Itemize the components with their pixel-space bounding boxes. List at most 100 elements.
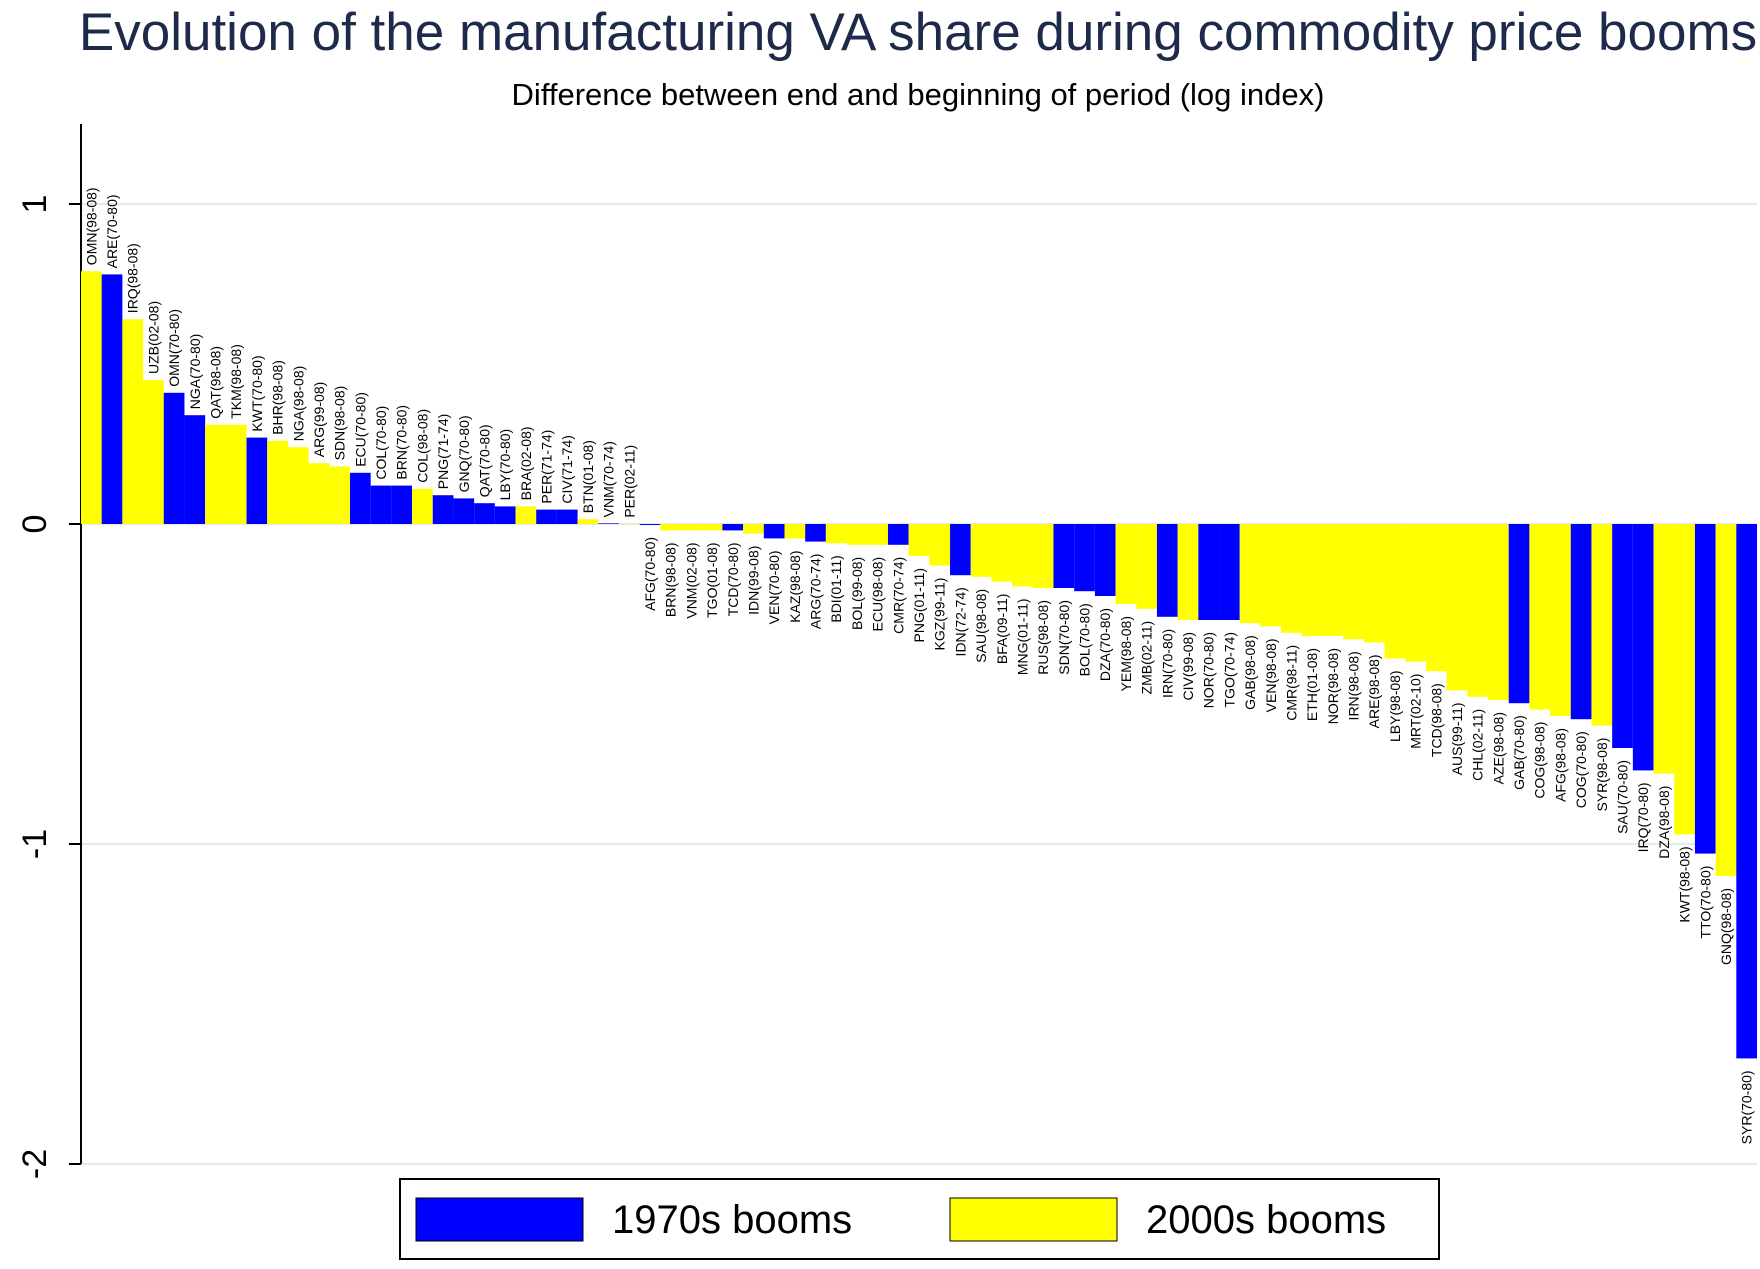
- bar: [81, 271, 102, 524]
- bar: [784, 524, 806, 539]
- bar: [1612, 524, 1633, 748]
- bar-label: GAB(98-08): [1242, 635, 1258, 710]
- bar: [1570, 524, 1592, 720]
- bar: [246, 437, 268, 524]
- bar: [287, 447, 309, 524]
- bar: [1467, 524, 1489, 697]
- bar: [536, 509, 557, 524]
- bar: [1405, 524, 1426, 662]
- bar-label: CIV(71-74): [559, 435, 575, 503]
- bar-label: TCD(98-08): [1428, 683, 1444, 757]
- chart-subtitle: Difference between end and beginning of …: [512, 77, 1325, 112]
- bar-label: COL(98-08): [414, 409, 430, 483]
- bar: [1715, 524, 1737, 876]
- bar-label: VEN(98-08): [1263, 638, 1279, 712]
- bar-label: NOR(98-08): [1325, 648, 1341, 724]
- bar: [991, 524, 1013, 582]
- bar: [846, 524, 868, 545]
- bar: [184, 415, 206, 524]
- bar-label: QAT(70-80): [476, 424, 492, 497]
- bar-label: AZE(98-08): [1490, 712, 1506, 784]
- bar-label: QAT(98-08): [207, 346, 223, 419]
- bar-label: LBY(70-80): [497, 429, 513, 501]
- bar: [805, 524, 826, 542]
- bar: [1156, 524, 1178, 617]
- bar-label: CHL(02-11): [1470, 709, 1486, 781]
- bar-label: PNG(01-11): [911, 568, 927, 642]
- bar-label: SAU(98-08): [973, 589, 989, 663]
- bar: [1446, 524, 1468, 691]
- bar: [743, 524, 764, 534]
- bar: [267, 440, 288, 524]
- bar-label: CMR(70-74): [890, 557, 906, 634]
- bar-label: ECU(98-08): [870, 557, 886, 632]
- bar-label: TGO(01-08): [704, 542, 720, 617]
- bar-label: ZMB(02-11): [1139, 621, 1155, 695]
- bar-label: PNG(71-74): [435, 414, 451, 489]
- bar: [1074, 524, 1095, 592]
- y-tick-label: -1: [16, 829, 54, 859]
- bar-label: YEM(98-08): [1118, 616, 1134, 691]
- bar-label: BFA(09-11): [994, 594, 1010, 665]
- bar: [494, 506, 516, 524]
- bar-label: ARE(70-80): [104, 194, 120, 268]
- bar: [515, 506, 537, 524]
- bar-label: ARE(98-08): [1366, 654, 1382, 728]
- bar-label: DZA(98-08): [1656, 786, 1672, 859]
- bar-label: AFG(70-80): [642, 537, 658, 611]
- bar: [370, 485, 392, 524]
- bar-label: ARG(99-08): [311, 382, 327, 457]
- bar: [681, 524, 702, 531]
- bar: [474, 503, 495, 524]
- bar-label: BHR(98-08): [270, 360, 286, 435]
- bar: [1343, 524, 1364, 640]
- bar: [1115, 524, 1137, 604]
- legend-label: 1970s booms: [612, 1198, 852, 1242]
- bar: [1508, 524, 1530, 704]
- bar-label: COG(70-80): [1573, 731, 1589, 808]
- bar-label: IDN(72-74): [952, 587, 968, 656]
- bar-label: ECU(70-80): [352, 392, 368, 467]
- bar-label: KAZ(98-08): [787, 550, 803, 622]
- bar-label: SYR(70-80): [1739, 1070, 1755, 1144]
- bar-label: SYR(98-08): [1594, 738, 1610, 812]
- bar-label: NOR(70-80): [1201, 632, 1217, 708]
- bar: [1198, 524, 1220, 620]
- bar: [639, 524, 661, 525]
- bar-label: IRQ(70-80): [1635, 782, 1651, 852]
- bar: [908, 524, 930, 556]
- bar-label: COG(98-08): [1532, 722, 1548, 799]
- bar-label: SAU(70-80): [1615, 760, 1631, 834]
- bar: [1591, 524, 1613, 726]
- bar: [1363, 524, 1385, 643]
- bar-label: GAB(70-80): [1511, 715, 1527, 790]
- bar: [1012, 524, 1033, 587]
- bar-label: NGA(70-80): [187, 334, 203, 409]
- bar: [329, 466, 350, 524]
- bar: [1529, 524, 1551, 710]
- bar-label: CIV(99-08): [1180, 632, 1196, 700]
- bar: [308, 463, 330, 524]
- bar: [598, 523, 619, 524]
- bar: [432, 495, 454, 524]
- bar: [391, 485, 413, 524]
- bar: [412, 488, 433, 524]
- bar: [1550, 524, 1571, 716]
- bar: [1219, 524, 1240, 620]
- bar: [660, 524, 682, 531]
- bar: [1322, 524, 1344, 636]
- bar: [1053, 524, 1075, 588]
- bar-label: MRT(02-10): [1408, 674, 1424, 749]
- bar-label: RUS(98-08): [1035, 600, 1051, 675]
- bar: [1384, 524, 1406, 659]
- bar-label: IRN(70-80): [1159, 629, 1175, 698]
- bar-label: ETH(01-08): [1304, 648, 1320, 721]
- bar: [929, 524, 951, 566]
- bar: [556, 509, 578, 524]
- bar-label: KWT(70-80): [249, 355, 265, 431]
- bar-label: ARG(70-74): [808, 554, 824, 629]
- bar-label: TTO(70-80): [1697, 866, 1713, 939]
- bar-label: KGZ(99-11): [932, 578, 948, 651]
- bar-label: BRA(02-08): [518, 426, 534, 500]
